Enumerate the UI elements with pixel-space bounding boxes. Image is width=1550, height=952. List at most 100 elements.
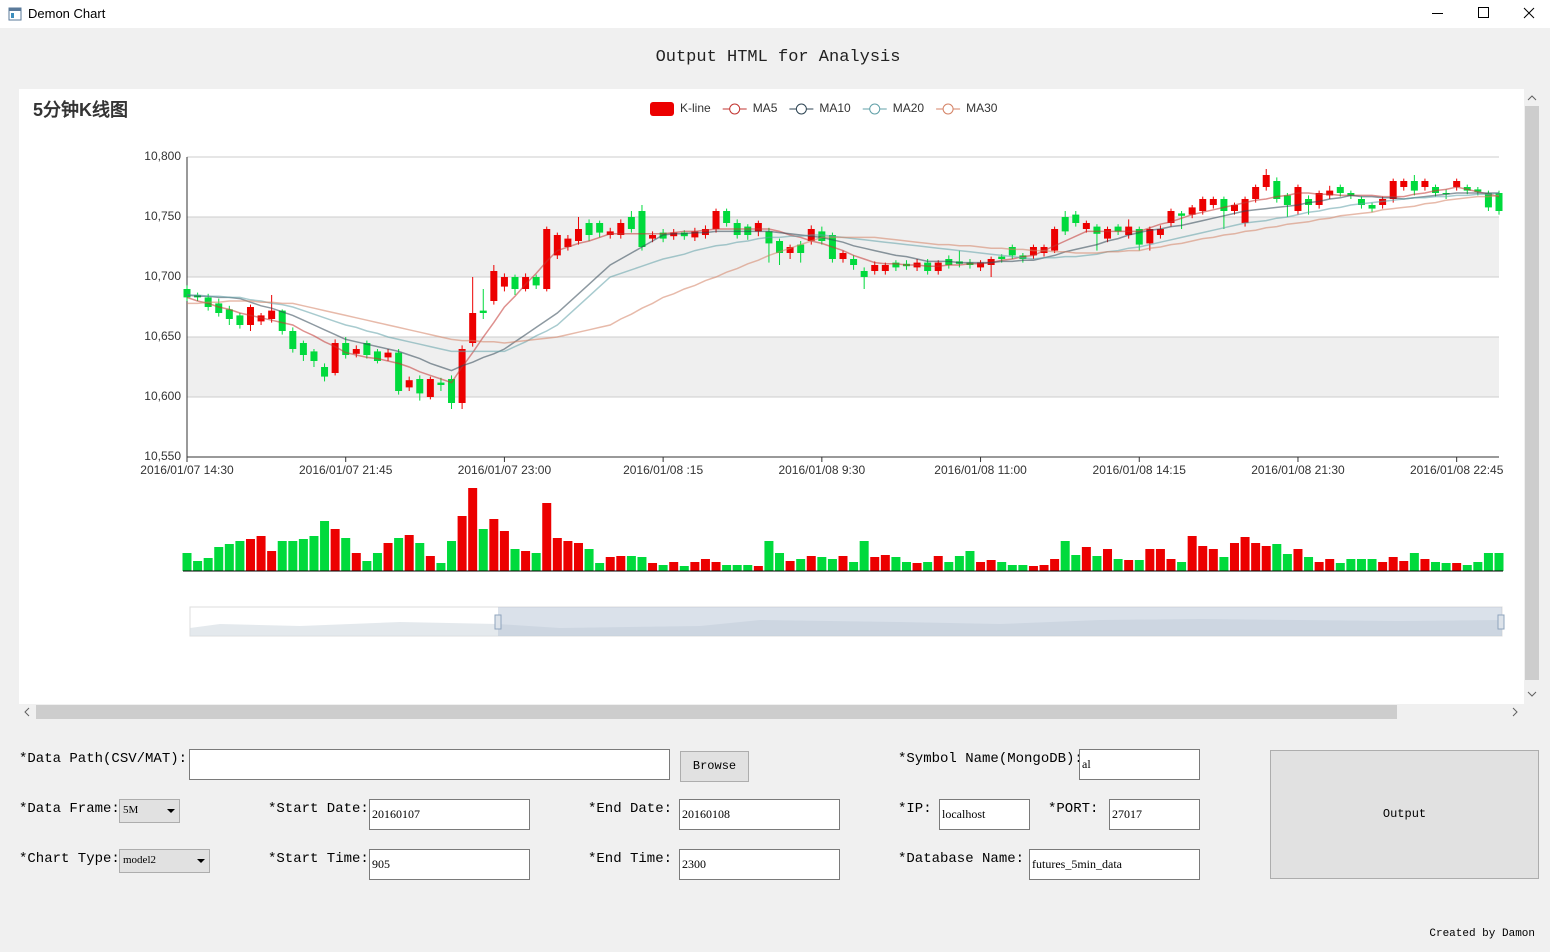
field-label: *Symbol Name(MongoDB): [898, 751, 1083, 767]
volume-bar [1050, 559, 1060, 571]
candle-body [1336, 187, 1344, 193]
end-time-input[interactable]: 2300 [679, 849, 840, 880]
volume-bar [1272, 544, 1282, 571]
window-title: Demon Chart [28, 6, 106, 21]
volume-bar [986, 560, 996, 571]
volume-bar [1378, 562, 1388, 571]
volume-bar [1325, 559, 1335, 571]
candle-body [786, 247, 794, 253]
chart-type-combobox[interactable]: model2 [119, 849, 210, 873]
data-zoom[interactable] [189, 606, 1505, 637]
legend-icon [650, 102, 674, 116]
volume-bar [489, 519, 499, 571]
volume-bar [1155, 549, 1165, 571]
candle-body [1453, 181, 1461, 187]
volume-bar [309, 536, 319, 571]
candle-body [215, 303, 223, 313]
volume-bar [658, 565, 668, 571]
candle-body [1178, 213, 1186, 216]
candle-body [1410, 181, 1418, 191]
volume-bar [796, 559, 806, 571]
volume-bar [785, 561, 795, 571]
candle-body [776, 241, 784, 253]
start-date-input[interactable]: 20160107 [369, 799, 530, 830]
volume-bar [923, 562, 933, 571]
maximize[interactable] [1478, 7, 1489, 18]
candle-body [1135, 229, 1143, 245]
volume-bar [1219, 557, 1229, 571]
start-time-input[interactable]: 905 [369, 849, 530, 880]
app-icon [8, 7, 22, 21]
volume-bar [383, 543, 393, 571]
volume-bar [626, 556, 636, 571]
volume-bar [235, 541, 245, 571]
output-button[interactable]: Output [1270, 750, 1539, 879]
legend-icon [795, 103, 807, 115]
database-input[interactable]: futures_5min_data [1029, 849, 1200, 880]
candle-body [860, 271, 868, 277]
legend-item[interactable]: K-line [650, 101, 711, 116]
volume-bar [468, 488, 478, 571]
candle-body [437, 382, 445, 385]
combo-value: model2 [123, 854, 156, 866]
data-path-input[interactable] [189, 749, 670, 780]
close[interactable] [1523, 7, 1535, 19]
port-input[interactable]: 27017 [1109, 799, 1200, 830]
volume-bar [1473, 562, 1483, 571]
volume-bar [182, 553, 192, 571]
y-tick-label: 10,650 [144, 329, 181, 343]
volume-bar [394, 538, 404, 571]
legend-item[interactable]: MA10 [789, 101, 851, 115]
volume-bar [817, 557, 827, 571]
volume-bar [320, 521, 330, 571]
browse-button[interactable]: Browse [680, 751, 749, 782]
volume-bar [891, 557, 901, 571]
volume-bar [193, 561, 203, 571]
volume-bar [457, 516, 467, 571]
symbol-input[interactable]: al [1079, 749, 1200, 780]
candle-body [881, 265, 889, 271]
volume-bar [838, 556, 848, 571]
volume-bar [1081, 547, 1091, 571]
vertical-scrollbar[interactable] [1524, 89, 1540, 704]
candle-body [268, 310, 276, 319]
volume-bar [1431, 562, 1441, 571]
candle-body [310, 351, 318, 361]
frame-combobox[interactable]: 5M [119, 799, 180, 823]
volume-bar [849, 562, 859, 571]
candle-body [723, 211, 731, 223]
candle-body [574, 229, 582, 241]
legend-item[interactable]: MA5 [722, 101, 778, 115]
candle-body [416, 379, 424, 394]
candle-body [1474, 189, 1482, 192]
volume-bar [1494, 553, 1504, 571]
candle-body [1294, 187, 1302, 211]
candle-body [1315, 193, 1323, 205]
volume-bar [722, 565, 732, 571]
candle-body [1357, 199, 1365, 205]
legend-item[interactable]: MA30 [936, 101, 998, 115]
field-label: *Data Frame: [19, 801, 120, 817]
candle-body [321, 367, 329, 377]
volume-bar [637, 557, 647, 571]
candle-body [373, 351, 381, 361]
volume-bar [256, 536, 266, 571]
end-date-input[interactable]: 20160108 [679, 799, 840, 830]
x-tick-label: 2016/01/08 9:30 [778, 463, 865, 477]
volume-bar [1282, 554, 1292, 571]
volume-bar [267, 551, 277, 571]
candle-body [448, 379, 456, 403]
y-tick-label: 10,600 [144, 389, 181, 403]
candle-body [522, 277, 530, 289]
legend-icon [869, 103, 881, 115]
candle-body [289, 331, 297, 349]
volume-bar [764, 541, 774, 571]
candle-body [183, 289, 191, 298]
field-label: *End Time: [588, 851, 673, 867]
volume-bar [499, 531, 509, 571]
legend-item[interactable]: MA20 [862, 101, 925, 115]
ip-input[interactable]: localhost [939, 799, 1030, 830]
candle-body [871, 265, 879, 271]
candle-body [532, 277, 540, 286]
horizontal-scrollbar[interactable] [19, 704, 1524, 720]
